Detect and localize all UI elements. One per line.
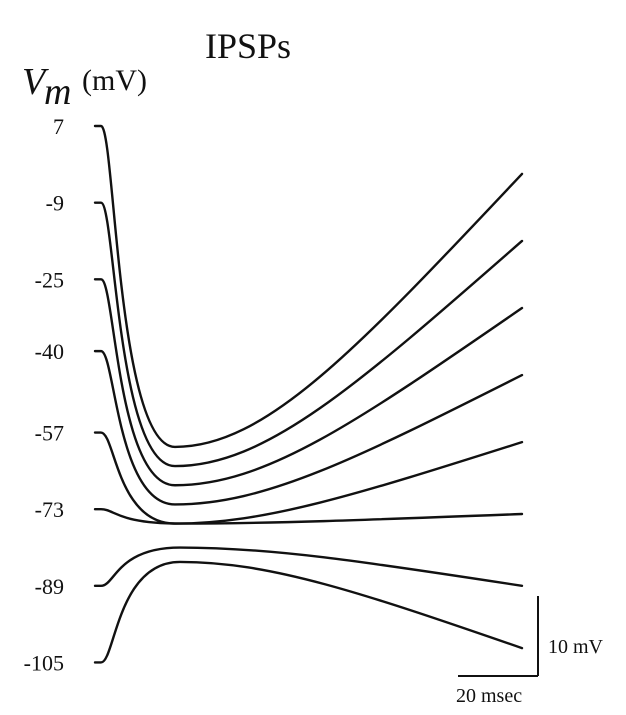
- ipsp-trace-minus-40: [93, 349, 524, 506]
- y-tick-label: -25: [35, 267, 64, 292]
- scale-bar: 10 mV 20 msec: [456, 596, 604, 707]
- ipsp-trace-minus-73: [93, 508, 524, 525]
- y-tick-label: -73: [35, 497, 64, 522]
- ipsp-trace-minus-105: [93, 560, 524, 664]
- y-axis-label-subscript: m: [44, 71, 71, 113]
- trace-group: [93, 124, 524, 664]
- y-tick-label: -105: [24, 650, 64, 675]
- y-tick-label: -9: [46, 191, 64, 216]
- ipsp-trace-minus-25: [93, 278, 524, 487]
- ipsp-trace-minus-9: [93, 201, 524, 468]
- ipsp-trace-7: [93, 124, 524, 449]
- y-axis-label: V m (mV): [22, 61, 147, 113]
- y-axis-label-symbol: V: [22, 61, 49, 103]
- chart-title: IPSPs: [205, 26, 291, 66]
- y-tick-label: 7: [53, 114, 64, 139]
- chart-title-group: IPSPs: [205, 26, 291, 66]
- scale-bar-voltage-label: 10 mV: [548, 636, 604, 658]
- ipsp-trace-minus-89: [93, 546, 524, 588]
- y-tick-labels: 7 -9 -25 -40 -57 -73 -89 -105: [24, 114, 64, 675]
- y-tick-label: -40: [35, 339, 64, 364]
- y-tick-label: -57: [35, 421, 64, 446]
- y-tick-label: -89: [35, 574, 64, 599]
- y-axis-label-unit: (mV): [82, 64, 147, 97]
- scale-bar-time-label: 20 msec: [456, 685, 522, 707]
